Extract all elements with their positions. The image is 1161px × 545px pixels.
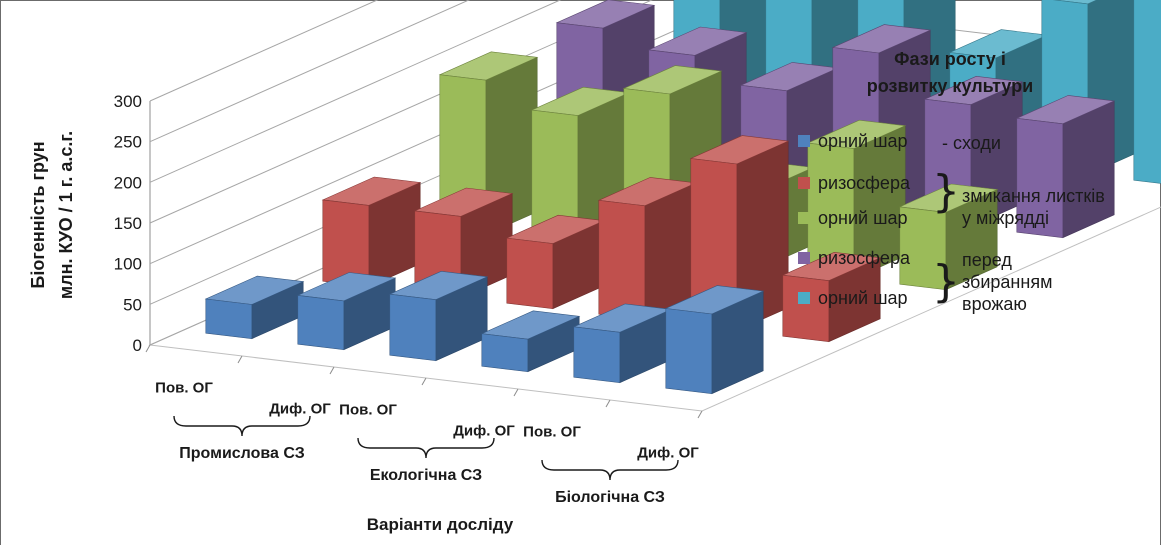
group-label: Біологічна СЗ bbox=[555, 489, 665, 506]
legend-label-5: орний шар bbox=[818, 287, 908, 308]
bar bbox=[572, 303, 673, 384]
group-brace bbox=[173, 415, 311, 437]
bar bbox=[204, 275, 305, 340]
group-brace bbox=[541, 459, 679, 481]
x-tick-mark bbox=[421, 377, 427, 386]
bar bbox=[480, 310, 581, 373]
bar bbox=[664, 285, 765, 395]
bar-front-face bbox=[481, 333, 529, 373]
y-tick-label: 250 bbox=[114, 133, 142, 152]
group-label: Промислова СЗ bbox=[179, 445, 304, 462]
bar bbox=[898, 183, 999, 291]
legend-phase-3-line-1: перед bbox=[962, 250, 1012, 270]
bar bbox=[689, 135, 790, 332]
legend-item-2: ризосфера bbox=[798, 171, 910, 195]
legend-phase-2: змикання листків у міжрядді bbox=[962, 185, 1105, 229]
legend-item-3: орний шар bbox=[798, 206, 908, 230]
group-label: Екологічна СЗ bbox=[370, 467, 482, 484]
legend-brace-2: } bbox=[932, 166, 960, 217]
legend-phase-3-line-2: збиранням bbox=[962, 272, 1053, 292]
gridline bbox=[149, 0, 471, 143]
bar-front-face bbox=[1133, 0, 1161, 184]
legend-phase-1: - сходи bbox=[942, 133, 1001, 153]
x-tick-mark bbox=[605, 399, 611, 408]
legend-swatch-3 bbox=[798, 212, 810, 224]
legend-swatch-1 bbox=[798, 135, 810, 147]
axis-labels: 0 50 100 150 200 250 300 Пов. ОГ Диф. ОГ Пов. ОГ Д… bbox=[28, 92, 699, 534]
x-category-label: Диф. ОГ bbox=[637, 445, 699, 462]
legend-label-3: орний шар bbox=[818, 207, 908, 228]
legend-item-1: орний шар bbox=[798, 129, 908, 153]
legend-phase-3: перед збиранням врожаю bbox=[962, 249, 1052, 315]
x-category-label: Пов. ОГ bbox=[523, 424, 581, 441]
gridline bbox=[149, 0, 379, 102]
bar bbox=[806, 119, 907, 280]
y-tick-label: 300 bbox=[114, 92, 142, 111]
bar-front-face bbox=[598, 199, 646, 321]
bar bbox=[1133, 0, 1161, 184]
bar bbox=[413, 187, 514, 299]
bar bbox=[505, 214, 606, 310]
legend-swatch-5 bbox=[798, 292, 810, 304]
bar bbox=[1015, 95, 1116, 239]
x-category-label: Пов. ОГ bbox=[155, 380, 213, 397]
bar-front-face bbox=[297, 295, 345, 351]
bar-front-face bbox=[1016, 117, 1064, 239]
x-tick-mark bbox=[513, 388, 519, 397]
legend-title: Фази росту і розвитку культури bbox=[805, 46, 1095, 100]
bar-front-face bbox=[573, 326, 621, 384]
legend-phase-2-line-1: змикання листків bbox=[962, 186, 1105, 206]
legend-phase-3-line-3: врожаю bbox=[962, 294, 1027, 314]
bar bbox=[388, 270, 489, 362]
x-tick-mark bbox=[145, 344, 151, 353]
legend-label-1: орний шар bbox=[818, 130, 908, 151]
bar bbox=[296, 272, 397, 351]
legend-brace-3: } bbox=[932, 256, 960, 307]
bar-front-face bbox=[389, 293, 437, 362]
bar bbox=[321, 176, 422, 288]
y-tick-label: 150 bbox=[114, 214, 142, 233]
y-axis-title-line-1: Біогенність грун bbox=[28, 141, 48, 288]
legend-phase-2-line-2: у міжрядді bbox=[962, 208, 1049, 228]
x-axis-title: Варіанти досліду bbox=[367, 515, 514, 534]
bar-front-face bbox=[899, 206, 947, 291]
legend-label-4: ризосфера bbox=[818, 247, 910, 268]
y-tick-label: 200 bbox=[114, 173, 142, 192]
bar-front-face bbox=[665, 308, 713, 395]
y-tick-label: 0 bbox=[133, 336, 142, 355]
x-category-label: Пов. ОГ bbox=[339, 402, 397, 419]
bar-front-face bbox=[205, 298, 253, 340]
legend-swatch-2 bbox=[798, 177, 810, 189]
bar bbox=[781, 251, 882, 343]
legend-item-4: ризосфера bbox=[798, 246, 910, 270]
x-tick-mark bbox=[329, 366, 335, 375]
bars bbox=[204, 0, 1161, 395]
y-tick-label: 100 bbox=[114, 255, 142, 274]
legend-swatch-4 bbox=[798, 252, 810, 264]
y-axis-title-line-2: млн. КУО / 1 г. а.с.г. bbox=[56, 131, 76, 299]
legend-item-5: орний шар bbox=[798, 286, 908, 310]
legend-label-2: ризосфера bbox=[818, 172, 910, 193]
x-category-label: Диф. ОГ bbox=[269, 401, 331, 418]
bar bbox=[597, 177, 698, 321]
legend-title-line-1: Фази росту і bbox=[894, 49, 1006, 69]
bar-front-face bbox=[322, 199, 370, 288]
gridline bbox=[149, 0, 562, 183]
x-category-label: Диф. ОГ bbox=[453, 423, 515, 440]
bar-front-face bbox=[506, 237, 554, 310]
legend-title-line-2: розвитку культури bbox=[866, 76, 1034, 96]
group-brace bbox=[357, 437, 495, 459]
bar-front-face bbox=[782, 274, 830, 343]
y-tick-label: 50 bbox=[123, 295, 142, 314]
x-tick-mark bbox=[237, 355, 243, 364]
x-tick-mark bbox=[697, 410, 703, 419]
